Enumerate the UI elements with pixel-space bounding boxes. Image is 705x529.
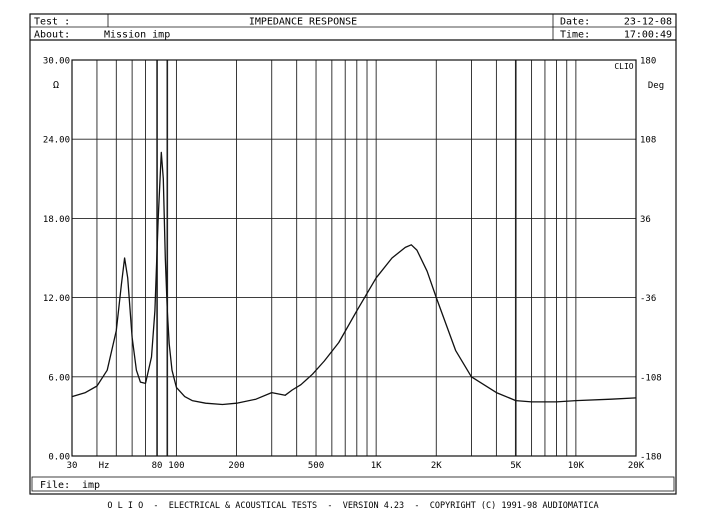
grid xyxy=(72,60,636,456)
x-tick-label: 30 xyxy=(67,461,78,471)
header-title: IMPEDANCE RESPONSE xyxy=(249,17,357,28)
x-tick-label: 1K xyxy=(371,461,382,471)
y-tick-label: 18.00 xyxy=(43,215,70,225)
x-tick-label: 10K xyxy=(568,461,585,471)
y2-tick-label: 36 xyxy=(640,215,651,225)
y-tick-label: 6.00 xyxy=(48,373,70,383)
date-label: Date: xyxy=(560,17,590,28)
series-group xyxy=(71,151,637,406)
x-tick-labels: 30 80 100 200 500 1K 2K 5K 10K 20K xyxy=(67,461,645,471)
date-value: 23-12-08 xyxy=(624,17,672,28)
y2-axis-label: Deg xyxy=(648,81,664,91)
y2-tick-label: 180 xyxy=(640,57,656,67)
x-axis-label: Hz xyxy=(99,461,110,471)
outer-frame xyxy=(29,13,677,495)
x-tick-label: 20K xyxy=(628,461,645,471)
x-tick-label: 100 xyxy=(168,461,184,471)
file-bar xyxy=(31,476,675,492)
y-tick-labels: 0.00 6.00 12.00 18.00 24.00 30.00 xyxy=(43,57,70,463)
x-tick-label: 2K xyxy=(431,461,442,471)
y-tick-label: 0.00 xyxy=(48,453,70,463)
y2-tick-labels: -180 -108 -36 36 108 180 xyxy=(640,57,662,463)
y-tick-label: 30.00 xyxy=(43,57,70,67)
time-label: Time: xyxy=(560,30,590,41)
x-tick-label: 80 xyxy=(152,461,163,471)
file-label: File: xyxy=(40,480,70,491)
footer-copyright: O L I O - ELECTRICAL & ACOUSTICAL TESTS … xyxy=(107,501,598,511)
y2-tick-label: -180 xyxy=(640,453,662,463)
about-label: About: xyxy=(34,30,70,41)
test-label: Test : xyxy=(34,17,70,28)
x-tick-label: 500 xyxy=(308,461,324,471)
y2-tick-label: -36 xyxy=(640,294,656,304)
about-value: Mission imp xyxy=(104,30,170,41)
time-value: 17:00:49 xyxy=(624,30,672,41)
y-tick-label: 12.00 xyxy=(43,294,70,304)
y2-tick-label: 108 xyxy=(640,136,656,146)
y-tick-label: 24.00 xyxy=(43,136,70,146)
x-tick-label: 5K xyxy=(510,461,521,471)
plot-frame xyxy=(71,59,637,457)
file-value: imp xyxy=(82,480,100,491)
clio-corner-label: CLIO xyxy=(614,62,633,71)
y-axis-label: Ω xyxy=(53,80,59,91)
x-tick-label: 200 xyxy=(228,461,244,471)
y2-tick-label: -108 xyxy=(640,373,662,383)
impedance-curve xyxy=(71,151,637,406)
